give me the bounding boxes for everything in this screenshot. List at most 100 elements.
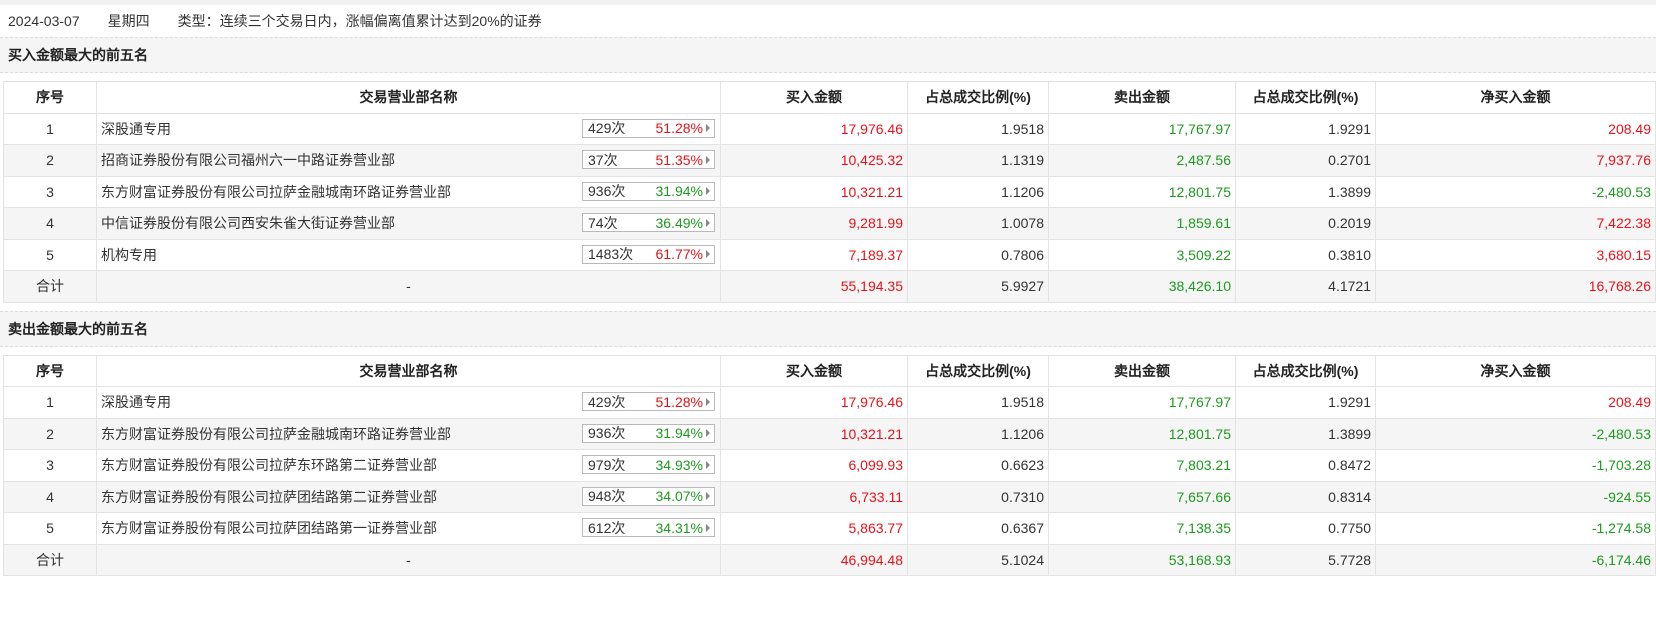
- total-name: -: [96, 270, 721, 303]
- total-buy-amount: 55,194.35: [720, 270, 908, 303]
- row-index: 3: [3, 175, 97, 208]
- table-row: 4 中信证券股份有限公司西安朱雀大街证券营业部 74次 36.49% 9,281.99 1…: [3, 207, 1656, 240]
- total-sell-ratio: 5.7728: [1235, 543, 1376, 576]
- buy-amount: 6,733.11: [720, 480, 908, 513]
- listing-count: 612次: [588, 519, 626, 536]
- buy-amount: 9,281.99: [720, 207, 908, 240]
- col-buy-amount: 买入金额: [720, 354, 908, 387]
- branch-name-cell: 东方财富证券股份有限公司拉萨金融城南环路证券营业部 936次 31.94%: [96, 175, 721, 208]
- listing-count: 74次: [588, 214, 618, 231]
- win-rate: 51.28%: [655, 120, 703, 136]
- sell-ratio: 0.2701: [1235, 144, 1376, 177]
- branch-name-cell: 东方财富证券股份有限公司拉萨金融城南环路证券营业部 936次 31.94%: [96, 417, 721, 450]
- total-label: 合计: [3, 543, 97, 576]
- buy-section-title-text: 买入金额最大的前五名: [8, 47, 148, 63]
- sell-amount: 7,657.66: [1048, 480, 1236, 513]
- sell-amount: 2,487.56: [1048, 144, 1236, 177]
- sell-amount: 12,801.75: [1048, 417, 1236, 450]
- buy-amount: 6,099.93: [720, 449, 908, 482]
- listing-count: 1483次: [588, 246, 634, 262]
- branch-name-link[interactable]: 东方财富证券股份有限公司拉萨团结路第一证券营业部: [101, 520, 437, 537]
- branch-name-cell: 中信证券股份有限公司西安朱雀大街证券营业部 74次 36.49%: [96, 207, 721, 240]
- win-rate: 34.07%: [655, 488, 703, 504]
- branch-name-cell: 东方财富证券股份有限公司拉萨团结路第二证券营业部 948次 34.07%: [96, 480, 721, 513]
- col-branch-name: 交易营业部名称: [96, 354, 721, 387]
- col-sell-ratio: 占总成交比例(%): [1235, 81, 1376, 114]
- row-index: 1: [3, 386, 97, 419]
- listing-stats-button[interactable]: 936次 31.94%: [582, 181, 715, 201]
- buy-amount: 17,976.46: [720, 386, 908, 419]
- triangle-right-icon: [706, 460, 710, 469]
- branch-name-link[interactable]: 东方财富证券股份有限公司拉萨团结路第二证券营业部: [101, 488, 437, 505]
- branch-name-cell: 招商证券股份有限公司福州六一中路证券营业部 37次 51.35%: [96, 144, 721, 177]
- sell-amount: 7,803.21: [1048, 449, 1236, 482]
- buy-amount: 10,321.21: [720, 175, 908, 208]
- listing-count: 37次: [588, 151, 618, 168]
- buy-ratio: 1.9518: [907, 112, 1049, 145]
- total-sell-ratio: 4.1721: [1235, 270, 1376, 303]
- col-index: 序号: [3, 354, 97, 387]
- listing-stats-button[interactable]: 979次 34.93%: [582, 455, 715, 474]
- branch-name-link[interactable]: 东方财富证券股份有限公司拉萨金融城南环路证券营业部: [101, 183, 451, 200]
- win-rate: 31.94%: [655, 183, 703, 199]
- listing-stats-button[interactable]: 429次 51.28%: [582, 118, 715, 138]
- col-buy-amount: 买入金额: [720, 81, 908, 114]
- win-rate: 34.31%: [655, 519, 703, 536]
- net-buy-amount: -924.55: [1375, 480, 1656, 513]
- buy-amount: 5,863.77: [720, 512, 908, 545]
- trade-date: 2024-03-07: [8, 13, 80, 29]
- col-sell-amount: 卖出金额: [1048, 354, 1236, 387]
- listing-stats-button[interactable]: 74次 36.49%: [582, 213, 715, 232]
- net-buy-amount: 3,680.15: [1375, 238, 1656, 271]
- buy-amount: 10,321.21: [720, 417, 908, 450]
- top-strip: [0, 0, 1656, 5]
- listing-stats-button[interactable]: 1483次 61.77%: [582, 244, 715, 264]
- triangle-right-icon: [706, 250, 710, 258]
- total-name: -: [96, 543, 721, 576]
- buy-top5-table: 序号 交易营业部名称 买入金额 占总成交比例(%) 卖出金额 占总成交比例(%)…: [3, 81, 1656, 303]
- buy-section-title: 买入金额最大的前五名: [0, 37, 1656, 73]
- branch-name-link[interactable]: 招商证券股份有限公司福州六一中路证券营业部: [101, 152, 395, 169]
- sell-amount: 17,767.97: [1048, 112, 1236, 145]
- branch-name-link[interactable]: 东方财富证券股份有限公司拉萨金融城南环路证券营业部: [101, 425, 451, 442]
- branch-name-link[interactable]: 东方财富证券股份有限公司拉萨东环路第二证券营业部: [101, 457, 437, 474]
- row-index: 2: [3, 144, 97, 177]
- sell-amount: 17,767.97: [1048, 386, 1236, 419]
- sell-amount: 7,138.35: [1048, 512, 1236, 545]
- win-rate: 51.35%: [655, 151, 703, 168]
- row-index: 1: [3, 112, 97, 145]
- sell-section-title: 卖出金额最大的前五名: [0, 310, 1656, 347]
- buy-ratio: 0.7806: [907, 238, 1049, 271]
- branch-name-link[interactable]: 中信证券股份有限公司西安朱雀大街证券营业部: [101, 215, 395, 232]
- listing-stats-button[interactable]: 948次 34.07%: [582, 486, 715, 506]
- row-index: 3: [3, 449, 97, 482]
- total-net-buy: -6,174.46: [1375, 543, 1656, 576]
- total-sell-amount: 53,168.93: [1048, 543, 1236, 576]
- listing-count: 948次: [588, 488, 626, 504]
- table-row: 3 东方财富证券股份有限公司拉萨金融城南环路证券营业部 936次 31.94% 10,3…: [3, 175, 1656, 208]
- col-index: 序号: [3, 81, 97, 114]
- listing-stats-button[interactable]: 429次 51.28%: [582, 392, 715, 411]
- buy-ratio: 1.1206: [907, 175, 1049, 208]
- buy-ratio: 0.7310: [907, 480, 1049, 513]
- col-sell-ratio: 占总成交比例(%): [1235, 354, 1376, 387]
- table-row: 2 东方财富证券股份有限公司拉萨金融城南环路证券营业部 936次 31.94% 10,3…: [3, 417, 1656, 450]
- buy-ratio: 1.9518: [907, 386, 1049, 419]
- table-header-row: 序号 交易营业部名称 买入金额 占总成交比例(%) 卖出金额 占总成交比例(%)…: [3, 81, 1656, 114]
- branch-name-cell: 东方财富证券股份有限公司拉萨团结路第一证券营业部 612次 34.31%: [96, 512, 721, 545]
- listing-stats-button[interactable]: 612次 34.31%: [582, 518, 715, 537]
- buy-ratio: 0.6623: [907, 449, 1049, 482]
- listing-stats-button[interactable]: 936次 31.94%: [582, 423, 715, 443]
- sell-ratio: 0.3810: [1235, 238, 1376, 271]
- listing-count: 429次: [588, 393, 626, 410]
- branch-name-link[interactable]: 深股通专用: [101, 394, 171, 411]
- branch-name-link[interactable]: 深股通专用: [101, 120, 171, 137]
- row-index: 5: [3, 238, 97, 271]
- col-sell-amount: 卖出金额: [1048, 81, 1236, 114]
- listing-stats-button[interactable]: 37次 51.35%: [582, 150, 715, 169]
- listing-count: 429次: [588, 120, 626, 136]
- listing-count: 936次: [588, 425, 626, 441]
- col-net-buy: 净买入金额: [1375, 354, 1656, 387]
- net-buy-amount: 208.49: [1375, 112, 1656, 145]
- branch-name-link[interactable]: 机构专用: [101, 246, 157, 263]
